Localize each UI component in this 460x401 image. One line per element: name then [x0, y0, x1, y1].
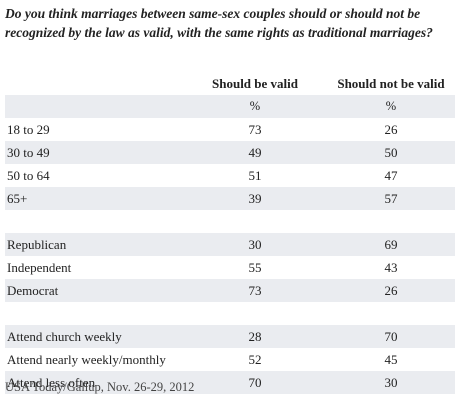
source-note: USA Today/Gallup, Nov. 26-29, 2012 [5, 380, 195, 394]
table-row: Attend church weekly 28 70 [5, 325, 455, 348]
value-should-not-be-valid: 47 [384, 168, 398, 183]
row-label: 50 to 64 [7, 168, 50, 183]
spacer-row [5, 302, 455, 325]
row-label: 18 to 29 [7, 122, 50, 137]
value-should-be-valid: 52 [248, 352, 262, 367]
table-header-row: Should be valid Should not be valid [5, 72, 455, 95]
column-header-should-be-valid: Should be valid [212, 76, 298, 91]
value-should-not-be-valid: 26 [384, 122, 398, 137]
value-should-be-valid: 55 [248, 260, 262, 275]
column-header-should-not-be-valid: Should not be valid [337, 76, 445, 91]
row-label: Republican [7, 237, 67, 252]
row-label: Attend church weekly [7, 329, 122, 344]
value-should-be-valid: 73 [248, 122, 262, 137]
value-should-be-valid: 73 [248, 283, 262, 298]
value-should-not-be-valid: 43 [384, 260, 398, 275]
table-row: Independent 55 43 [5, 256, 455, 279]
table-row: Attend less often 70 30 [5, 371, 455, 394]
row-label: 30 to 49 [7, 145, 50, 160]
value-should-be-valid: 30 [248, 237, 262, 252]
row-label: Attend nearly weekly/monthly [7, 352, 166, 367]
row-label: Attend less often [7, 375, 96, 390]
value-should-be-valid: 39 [248, 191, 262, 206]
table-row: 50 to 64 51 47 [5, 164, 455, 187]
value-should-not-be-valid: 30 [384, 375, 398, 390]
table-row: Attend nearly weekly/monthly 52 45 [5, 348, 455, 371]
table-row: 65+ 39 57 [5, 187, 455, 210]
results-table: Should be valid Should not be valid % % … [5, 72, 455, 394]
value-should-not-be-valid: 57 [384, 191, 398, 206]
value-should-not-be-valid: 45 [384, 352, 398, 367]
table-row: 18 to 29 73 26 [5, 118, 455, 141]
table-row: 30 to 49 49 50 [5, 141, 455, 164]
spacer-row [5, 210, 455, 233]
value-should-not-be-valid: 50 [384, 145, 398, 160]
value-should-not-be-valid: 70 [384, 329, 398, 344]
table-row: Republican 30 69 [5, 233, 455, 256]
value-should-be-valid: 49 [248, 145, 262, 160]
unit-row: % % [5, 95, 455, 118]
value-should-be-valid: 28 [248, 329, 262, 344]
unit-label: % [385, 99, 397, 113]
value-should-be-valid: 51 [248, 168, 262, 183]
survey-question: Do you think marriages between same-sex … [5, 6, 433, 40]
row-label: 65+ [7, 191, 28, 206]
table-row: Democrat 73 26 [5, 279, 455, 302]
value-should-be-valid: 70 [248, 375, 262, 390]
row-label: Independent [7, 260, 72, 275]
value-should-not-be-valid: 26 [384, 283, 398, 298]
unit-label: % [249, 99, 261, 113]
row-label: Democrat [7, 283, 59, 298]
value-should-not-be-valid: 69 [384, 237, 398, 252]
